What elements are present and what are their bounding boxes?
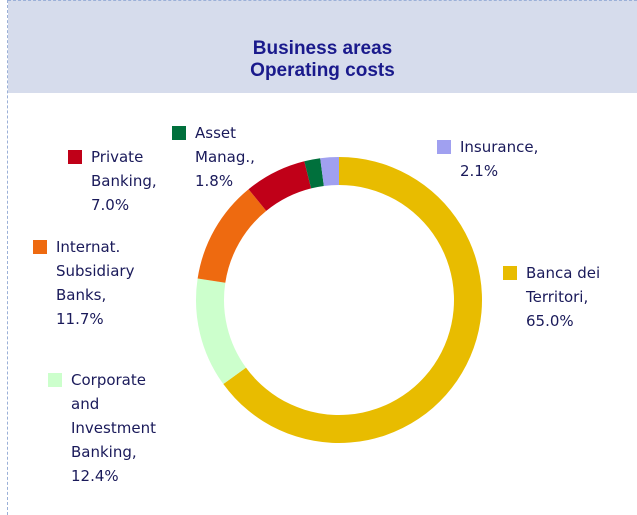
page-border [7,0,8,515]
slice-label: Banca dei Territori, 65.0% [526,261,621,333]
category-label: Internat. Subsidiary Banks, [56,238,135,304]
slice-label: Corporate and Investment Banking, 12.4% [71,368,171,488]
chart-title: Business areas Operating costs [250,38,395,81]
category-label: Banca dei Territori, [526,264,601,306]
legend-swatch [68,150,82,164]
donut-slice [197,189,267,283]
legend-swatch [172,126,186,140]
donut-slice [304,158,324,189]
value-label: 1.8% [195,172,234,190]
category-label: Insurance, [460,138,539,156]
slice-label: Private Banking, 7.0% [91,145,171,217]
donut-slice [196,278,246,385]
header-band [8,0,637,93]
category-label: Asset Manag., [195,124,255,166]
category-label: Private Banking, [91,148,157,190]
value-label: 7.0% [91,196,130,214]
legend-swatch [48,373,62,387]
value-label: 11.7% [56,310,104,328]
value-label: 65.0% [526,312,574,330]
donut-slice [320,157,339,186]
slice-label: Insurance, 2.1% [460,135,560,183]
legend-swatch [33,240,47,254]
donut-slice [248,161,312,211]
value-label: 12.4% [71,467,119,485]
legend-swatch [503,266,517,280]
category-label: Corporate and Investment Banking, [71,371,156,461]
slice-label: Asset Manag., 1.8% [195,121,265,193]
slice-label: Internat. Subsidiary Banks, 11.7% [56,235,151,331]
legend-swatch [437,140,451,154]
value-label: 2.1% [460,162,499,180]
